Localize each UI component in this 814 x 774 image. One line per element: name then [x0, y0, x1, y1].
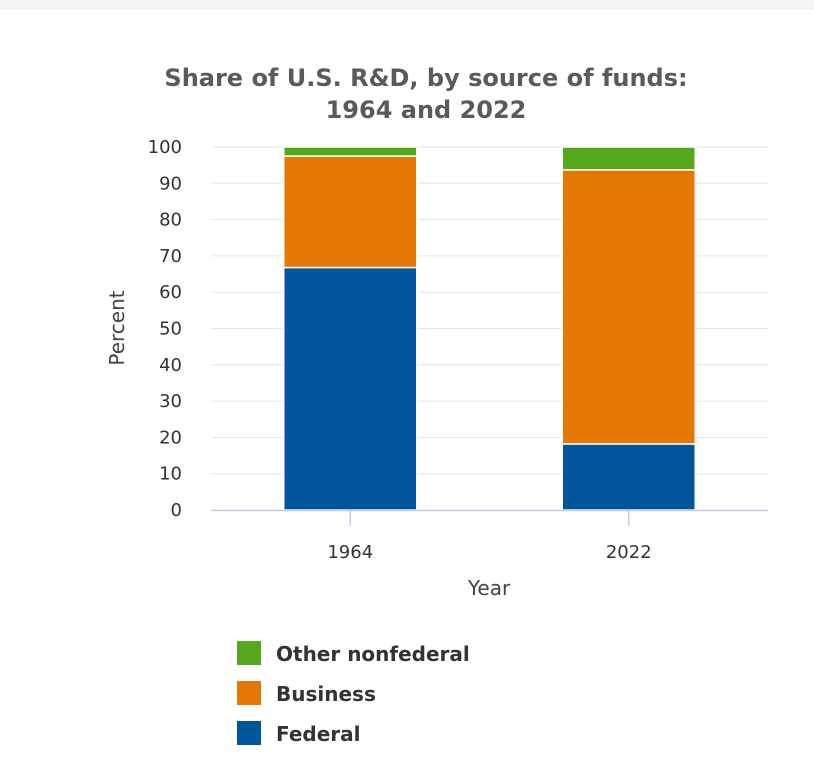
y-tick-label-70: 70 [159, 246, 182, 267]
y-tick-label-20: 20 [159, 427, 182, 448]
y-tick-label-60: 60 [159, 282, 182, 303]
bar-other-nonfederal-1964[interactable] [283, 146, 418, 157]
chart-title-line-1: Share of U.S. R&D, by source of funds: [164, 64, 687, 92]
legend-swatch-business[interactable] [237, 681, 261, 705]
legend-swatch-federal[interactable] [237, 721, 261, 745]
y-tick-label-90: 90 [159, 173, 182, 194]
chart-title-line-2: 1964 and 2022 [326, 96, 527, 124]
x-axis: 1964 2022 [211, 509, 768, 563]
legend-label-business[interactable]: Business [276, 682, 376, 706]
legend: Other nonfederal Business Federal [237, 641, 470, 746]
y-tick-label-0: 0 [171, 500, 182, 521]
y-tick-label-100: 100 [148, 137, 182, 158]
y-tick-label-50: 50 [159, 319, 182, 340]
top-band [0, 0, 814, 10]
x-tick-label-1964: 1964 [327, 542, 373, 563]
x-axis-title: Year [467, 576, 511, 600]
bars [283, 146, 696, 511]
bar-business-1964[interactable] [283, 155, 418, 269]
bar-business-2022[interactable] [561, 169, 696, 445]
y-tick-label-30: 30 [159, 391, 182, 412]
y-axis-title: Percent [105, 290, 129, 365]
bar-other-nonfederal-2022[interactable] [561, 146, 696, 171]
y-axis-ticks: 0 10 20 30 40 50 60 70 80 90 100 [148, 137, 182, 521]
legend-swatch-other-nonfederal[interactable] [237, 641, 261, 665]
x-tick-label-2022: 2022 [606, 542, 652, 563]
y-tick-label-80: 80 [159, 210, 182, 231]
legend-label-other-nonfederal[interactable]: Other nonfederal [276, 642, 470, 666]
legend-label-federal[interactable]: Federal [276, 722, 361, 746]
bar-federal-2022[interactable] [561, 443, 696, 511]
bar-federal-1964[interactable] [283, 266, 418, 511]
y-tick-label-40: 40 [159, 355, 182, 376]
y-tick-label-10: 10 [159, 464, 182, 485]
